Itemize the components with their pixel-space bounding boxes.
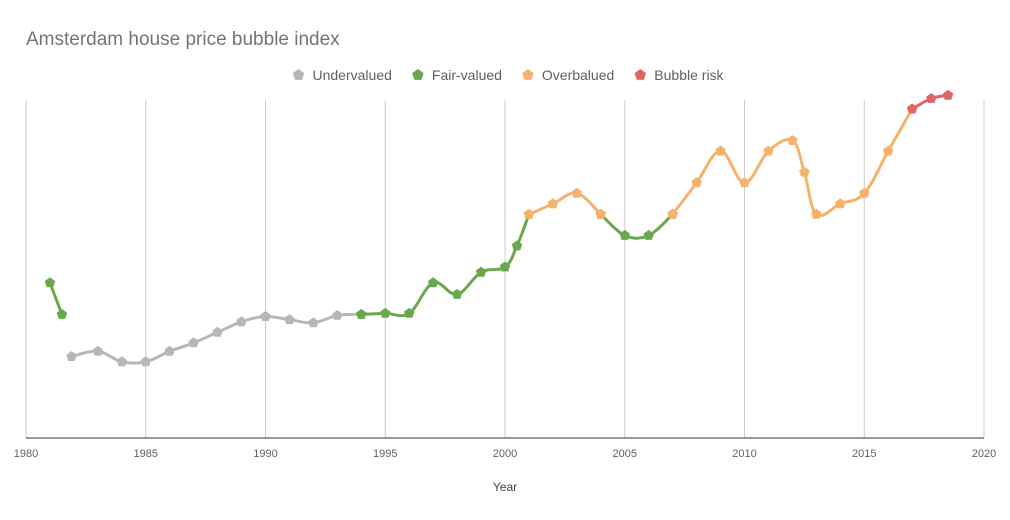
data-point-1-6: [451, 288, 463, 299]
data-point-1-2: [356, 308, 367, 319]
data-point-2-2: [571, 187, 583, 198]
data-point-3-0: [906, 103, 918, 114]
legend-marker-2: [522, 69, 534, 80]
x-axis-title: Year: [493, 480, 517, 494]
data-point-1-1: [56, 308, 68, 319]
data-point-2-6: [715, 145, 726, 156]
data-point-0-6: [212, 326, 223, 337]
data-point-1-7: [475, 266, 487, 277]
data-point-3-2: [942, 89, 954, 100]
data-point-1-9: [511, 240, 523, 251]
data-point-2-9: [787, 135, 798, 146]
chart-title: Amsterdam house price bubble index: [26, 29, 340, 50]
data-point-1-0: [44, 277, 56, 288]
data-point-1-8: [499, 261, 511, 272]
series-fair-valued: [44, 208, 678, 319]
x-tick-label-2015: 2015: [852, 448, 876, 460]
data-point-2-8: [763, 145, 774, 156]
series-bubble-risk: [906, 89, 954, 114]
x-axis-ticks: 1980 1985 1990 1995 2000 2005 2010 2015 2020: [14, 448, 996, 460]
data-point-0-3: [140, 356, 151, 367]
legend-label-3: Bubble risk: [654, 67, 724, 83]
data-point-2-1: [547, 198, 559, 209]
legend-item-bubble-risk[interactable]: Bubble risk: [634, 67, 725, 83]
legend-label-1: Fair-valued: [432, 67, 502, 83]
data-point-1-5: [427, 277, 439, 288]
data-point-2-11: [811, 208, 822, 219]
data-point-0-1: [92, 345, 104, 356]
data-point-0-8: [260, 311, 271, 321]
legend-item-undervalued[interactable]: Undervalued: [292, 67, 392, 83]
data-point-2-10: [799, 166, 810, 177]
data-point-2-12: [835, 198, 846, 209]
legend-item-overbalued[interactable]: Overbalued: [522, 67, 614, 83]
x-tick-label-1980: 1980: [14, 448, 38, 460]
data-point-0-10: [308, 317, 319, 328]
data-point-2-5: [691, 177, 702, 188]
legend: Undervalued Fair-valued Overbalued Bubble r…: [292, 67, 725, 83]
x-tick-label-2020: 2020: [972, 448, 996, 460]
data-point-2-14: [882, 145, 894, 156]
x-tick-label-2000: 2000: [493, 448, 517, 460]
data-point-2-13: [859, 187, 870, 198]
series-line-2-0: [527, 191, 603, 216]
data-point-2-0: [523, 208, 535, 219]
series-undervalued: [66, 308, 367, 367]
series-layer: [44, 89, 954, 367]
data-point-0-2: [116, 356, 128, 367]
legend-marker-1: [412, 69, 424, 80]
legend-label-0: Undervalued: [313, 67, 392, 83]
data-point-0-0: [66, 351, 77, 361]
data-point-1-13: [643, 229, 654, 240]
x-tick-label-1990: 1990: [253, 448, 277, 460]
x-tick-label-1995: 1995: [373, 448, 397, 460]
data-point-2-3: [595, 208, 607, 219]
x-tick-label-2005: 2005: [613, 448, 637, 460]
legend-marker-3: [634, 69, 647, 80]
data-point-0-9: [284, 314, 295, 325]
x-tick-label-1985: 1985: [134, 448, 158, 460]
series-line-2-1: [671, 107, 914, 218]
data-point-1-3: [380, 307, 391, 318]
legend-marker-0: [292, 69, 305, 80]
legend-item-fair-valued[interactable]: Fair-valued: [412, 67, 502, 83]
data-point-1-4: [403, 307, 415, 318]
data-point-3-1: [926, 92, 937, 103]
series-overbalued: [523, 103, 918, 219]
legend-label-2: Overbalued: [542, 67, 614, 83]
data-point-0-4: [164, 345, 175, 356]
x-tick-label-2010: 2010: [732, 448, 756, 460]
data-point-2-4: [667, 208, 678, 219]
data-point-2-7: [739, 177, 750, 188]
series-line-1-0: [48, 281, 64, 316]
data-point-0-7: [236, 316, 247, 327]
series-line-1-2: [599, 212, 675, 240]
data-point-0-11: [332, 309, 343, 320]
data-point-1-12: [619, 229, 630, 240]
data-point-0-5: [188, 337, 199, 348]
